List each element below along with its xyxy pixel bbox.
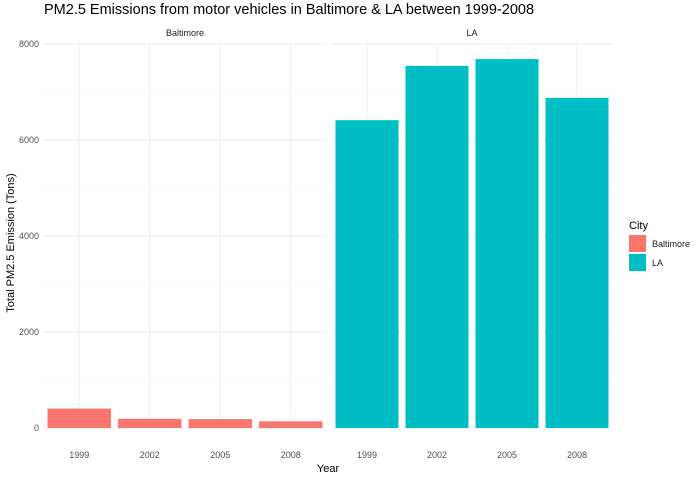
x-tick-label: 2005 bbox=[497, 450, 517, 460]
bar-baltimore-2005 bbox=[188, 419, 252, 428]
x-tick-label: 1999 bbox=[69, 450, 89, 460]
y-axis-ticks: 0 2000 4000 6000 8000 bbox=[19, 39, 39, 433]
x-tick-label: 2002 bbox=[140, 450, 160, 460]
legend: City Baltimore LA bbox=[629, 220, 690, 271]
x-tick-label: 2005 bbox=[210, 450, 230, 460]
y-tick-label: 6000 bbox=[19, 135, 39, 145]
legend-title: City bbox=[629, 220, 648, 232]
x-axis-ticks: 1999 2002 2005 2008 1999 2002 2005 2008 bbox=[69, 450, 587, 460]
y-tick-label: 0 bbox=[34, 423, 39, 433]
legend-key-baltimore bbox=[629, 235, 646, 252]
y-tick-label: 8000 bbox=[19, 39, 39, 49]
y-tick-label: 4000 bbox=[19, 231, 39, 241]
x-tick-label: 2002 bbox=[427, 450, 447, 460]
bar-la-2008 bbox=[545, 97, 609, 428]
legend-key-la bbox=[629, 254, 646, 271]
bars bbox=[47, 59, 609, 429]
legend-label: LA bbox=[652, 258, 663, 268]
x-tick-label: 1999 bbox=[357, 450, 377, 460]
x-tick-label: 2008 bbox=[281, 450, 301, 460]
facet-strip-label: LA bbox=[466, 28, 477, 38]
legend-label: Baltimore bbox=[652, 239, 690, 249]
facet-strip-labels: Baltimore LA bbox=[166, 28, 478, 38]
bar-baltimore-1999 bbox=[47, 408, 111, 428]
x-tick-label: 2008 bbox=[567, 450, 587, 460]
bar-baltimore-2008 bbox=[259, 421, 323, 428]
bar-la-2005 bbox=[475, 59, 539, 429]
chart-title: PM2.5 Emissions from motor vehicles in B… bbox=[44, 2, 534, 18]
y-tick-label: 2000 bbox=[19, 327, 39, 337]
x-axis-title: Year bbox=[317, 463, 340, 475]
bar-la-2002 bbox=[405, 65, 469, 428]
y-axis-title: Total PM2.5 Emission (Tons) bbox=[5, 173, 17, 312]
facet-strip-label: Baltimore bbox=[166, 28, 204, 38]
bar-baltimore-2002 bbox=[118, 418, 182, 428]
bar-la-1999 bbox=[335, 120, 399, 429]
